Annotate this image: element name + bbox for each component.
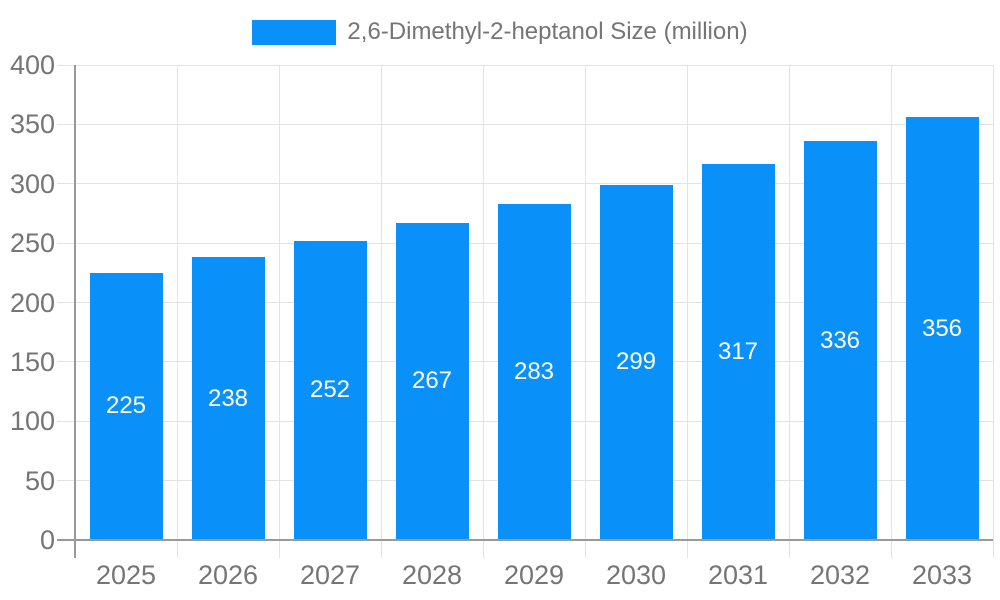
bar: 283 xyxy=(497,203,571,540)
legend-label: 2,6-Dimethyl-2-heptanol Size (million) xyxy=(347,18,748,45)
y-axis-line xyxy=(74,65,76,558)
legend-swatch xyxy=(252,19,337,45)
x-axis-line xyxy=(57,539,993,541)
y-tick-label: 50 xyxy=(24,465,55,496)
h-gridline xyxy=(57,123,993,125)
bar-value-label: 225 xyxy=(105,392,147,420)
bar-value-label: 238 xyxy=(207,384,249,412)
bar: 336 xyxy=(803,141,877,540)
bar-value-label: 317 xyxy=(717,337,759,365)
v-gridline xyxy=(686,65,688,558)
bar-value-label: 336 xyxy=(819,326,861,354)
v-gridline xyxy=(278,65,280,558)
bar-value-label: 356 xyxy=(921,314,963,342)
bar: 317 xyxy=(701,163,775,540)
h-gridline xyxy=(57,183,993,185)
x-tick-label: 2027 xyxy=(299,560,361,590)
x-tick-label: 2028 xyxy=(401,560,463,590)
bar: 252 xyxy=(293,240,367,540)
x-tick-label: 2030 xyxy=(605,560,667,590)
v-gridline xyxy=(788,65,790,558)
v-gridline xyxy=(176,65,178,558)
y-tick-label: 150 xyxy=(9,346,55,377)
x-tick-label: 2029 xyxy=(503,560,565,590)
v-gridline xyxy=(890,65,892,558)
bar-value-label: 283 xyxy=(513,357,555,385)
v-gridline xyxy=(992,65,994,558)
y-tick-label: 100 xyxy=(9,406,55,437)
y-tick-label: 250 xyxy=(9,228,55,259)
x-tick-label: 2033 xyxy=(911,560,973,590)
bar: 356 xyxy=(905,117,979,540)
bar-value-label: 299 xyxy=(615,348,657,376)
bar-value-label: 252 xyxy=(309,376,351,404)
y-tick-label: 350 xyxy=(9,109,55,140)
y-tick-label: 0 xyxy=(39,525,55,555)
y-tick-label: 300 xyxy=(9,168,55,199)
x-tick-label: 2025 xyxy=(95,560,157,590)
bar: 267 xyxy=(395,222,469,540)
x-tick-label: 2032 xyxy=(809,560,871,590)
v-gridline xyxy=(482,65,484,558)
bar: 238 xyxy=(191,257,265,540)
bar-value-label: 267 xyxy=(411,367,453,395)
h-gridline xyxy=(57,64,993,66)
y-tick-label: 400 xyxy=(9,50,55,80)
legend-item[interactable]: 2,6-Dimethyl-2-heptanol Size (million) xyxy=(0,17,1000,47)
v-gridline xyxy=(380,65,382,558)
y-tick-label: 200 xyxy=(9,287,55,318)
bar: 299 xyxy=(599,184,673,540)
x-tick-label: 2031 xyxy=(707,560,769,590)
bar: 225 xyxy=(89,272,163,540)
x-tick-label: 2026 xyxy=(197,560,259,590)
v-gridline xyxy=(584,65,586,558)
